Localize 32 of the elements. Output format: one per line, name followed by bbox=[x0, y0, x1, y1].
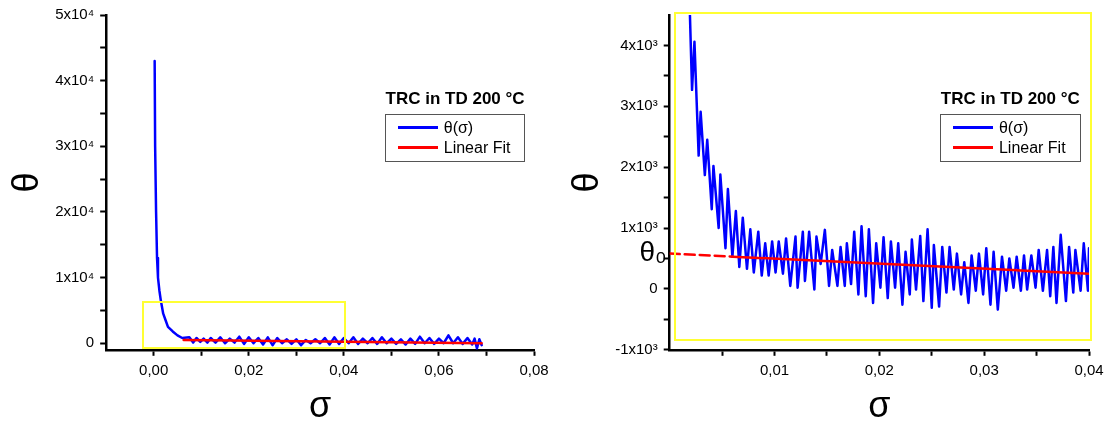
x-tick-label: 0,04 bbox=[329, 360, 359, 378]
y-tick-label: -1x10³ bbox=[615, 339, 658, 357]
legend-label: Linear Fit bbox=[443, 138, 511, 157]
y-tick-label: 2x10³ bbox=[620, 157, 658, 175]
x-tick-label: 0,04 bbox=[1074, 360, 1104, 378]
x-tick-label: 0,02 bbox=[864, 360, 894, 378]
y-tick-label: 1x10³ bbox=[620, 218, 658, 236]
x-tick-label: 0,03 bbox=[969, 360, 999, 378]
y-tick-label: 5x10⁴ bbox=[55, 5, 95, 23]
x-axis-title: σ bbox=[868, 384, 891, 426]
y-tick-label: 0 bbox=[85, 333, 95, 351]
x-tick-label: 0,06 bbox=[424, 360, 454, 378]
x-tick-label: 0,00 bbox=[139, 360, 169, 378]
x-tick-label: 0,08 bbox=[519, 360, 549, 378]
y-axis-title: θ bbox=[564, 172, 606, 193]
y-axis-title: θ bbox=[4, 172, 46, 193]
legend-title: TRC in TD 200 °C bbox=[384, 88, 526, 109]
y-tick-label: 3x10⁴ bbox=[55, 136, 95, 154]
y-tick-label: 4x10⁴ bbox=[55, 70, 95, 88]
legend-label: Linear Fit bbox=[998, 138, 1066, 157]
x-tick-label: 0,02 bbox=[234, 360, 264, 378]
annotation: θ₀ bbox=[639, 236, 667, 268]
legend-title: TRC in TD 200 °C bbox=[939, 88, 1081, 109]
legend-label: θ(σ) bbox=[443, 118, 474, 137]
x-axis-title: σ bbox=[308, 384, 332, 426]
legend-label: θ(σ) bbox=[998, 118, 1029, 137]
y-tick-label: 1x10⁴ bbox=[55, 267, 95, 285]
y-tick-label: 2x10⁴ bbox=[55, 202, 95, 220]
y-tick-label: 0 bbox=[649, 279, 658, 297]
x-tick-label: 0,01 bbox=[759, 360, 790, 378]
y-tick-label: 3x10³ bbox=[620, 96, 658, 114]
y-tick-label: 4x10³ bbox=[620, 35, 658, 53]
